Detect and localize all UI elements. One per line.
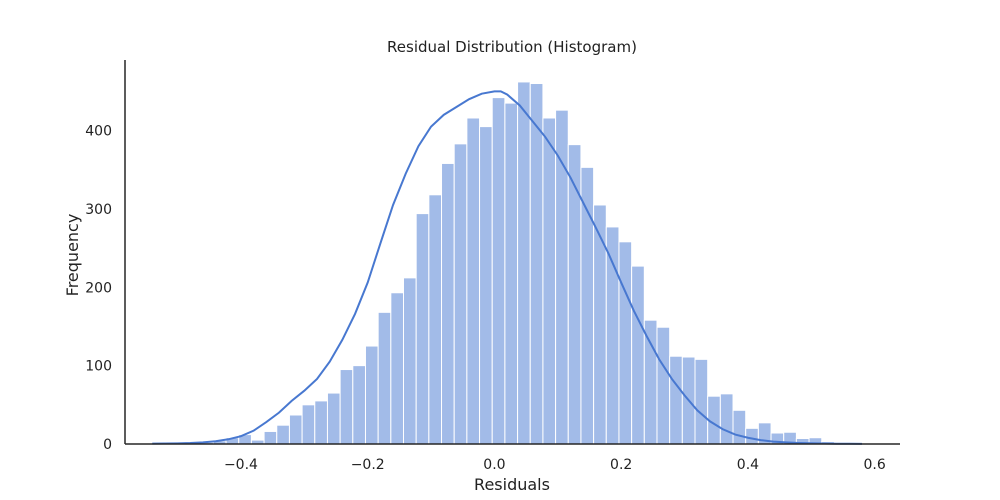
histogram-bar xyxy=(631,265,645,445)
histogram-bar xyxy=(390,292,405,445)
histogram-bar xyxy=(529,83,544,445)
histogram-bar xyxy=(732,409,747,445)
y-tick-label: 0 xyxy=(103,437,112,453)
histogram-bars xyxy=(187,81,848,445)
y-axis-ticks: 0 100 200 300 400 xyxy=(85,124,112,453)
histogram-bar xyxy=(719,393,734,445)
histogram-bar xyxy=(263,430,278,445)
x-tick-label: 0.2 xyxy=(610,457,632,473)
histogram-bar xyxy=(339,369,354,445)
histogram-bar xyxy=(479,126,493,445)
y-tick-label: 200 xyxy=(85,280,112,296)
x-axis-label: Residuals xyxy=(474,475,550,494)
histogram-bar xyxy=(314,400,328,445)
y-tick-label: 100 xyxy=(85,359,112,375)
x-axis-ticks: −0.4 −0.2 0.0 0.2 0.4 0.6 xyxy=(224,457,886,473)
histogram-bar xyxy=(504,102,519,445)
y-axis-label: Frequency xyxy=(63,214,82,297)
histogram-bar xyxy=(466,117,481,445)
histogram-bar xyxy=(491,97,506,445)
histogram-bar xyxy=(669,355,683,445)
y-tick-label: 400 xyxy=(85,124,112,140)
histogram-bar xyxy=(441,162,455,445)
x-tick-label: −0.2 xyxy=(351,457,385,473)
chart-title: Residual Distribution (Histogram) xyxy=(387,38,637,56)
histogram-bar xyxy=(403,277,417,445)
histogram-bar xyxy=(326,392,341,445)
histogram-bar xyxy=(694,358,709,445)
histogram-bar xyxy=(377,311,392,445)
histogram-bar xyxy=(428,194,443,445)
kde-curve xyxy=(152,90,862,445)
histogram-bar xyxy=(555,109,569,445)
histogram-bar xyxy=(605,226,620,445)
x-tick-label: 0.6 xyxy=(864,457,886,473)
x-tick-label: −0.4 xyxy=(224,457,258,473)
histogram-bar xyxy=(656,326,671,445)
histogram-bar xyxy=(745,427,759,445)
histogram-bar xyxy=(276,424,290,445)
histogram-bar xyxy=(618,241,633,445)
histogram-bar xyxy=(288,414,303,445)
histogram-bar xyxy=(352,365,366,445)
histogram-bar xyxy=(453,143,468,445)
x-tick-label: 0.0 xyxy=(483,457,505,473)
histogram-bar xyxy=(301,404,316,445)
histogram-bar xyxy=(517,81,531,445)
x-tick-label: 0.4 xyxy=(737,457,759,473)
y-tick-label: 300 xyxy=(85,202,112,218)
histogram-bar xyxy=(364,345,379,445)
histogram-bar xyxy=(415,213,430,445)
histogram-bar xyxy=(567,144,582,445)
histogram-bar xyxy=(643,319,658,445)
histogram-bar xyxy=(542,117,557,445)
histogram-bar xyxy=(593,204,607,445)
